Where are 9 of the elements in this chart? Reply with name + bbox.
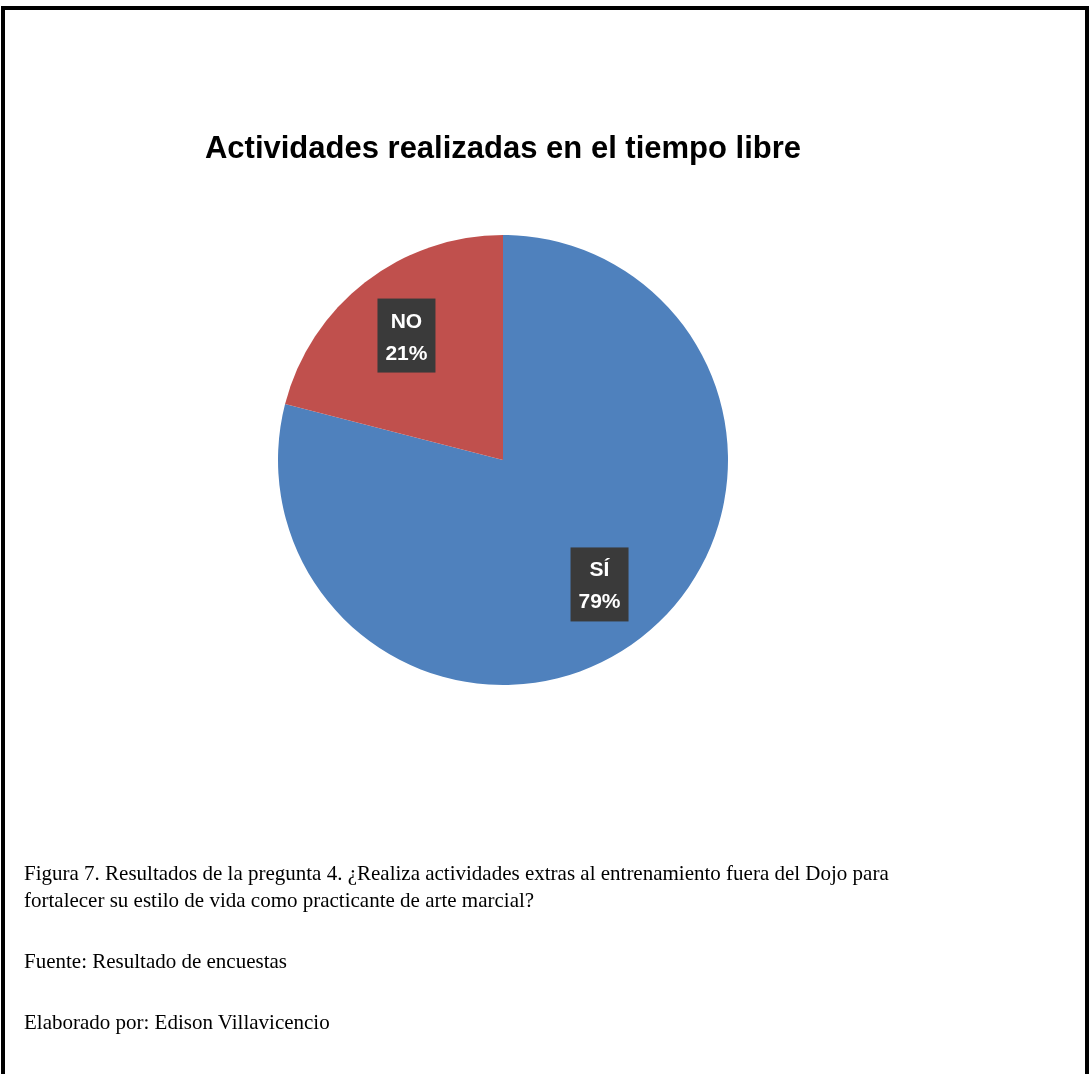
text: Elaborado por: Edison Villavicencio <box>24 1010 330 1034</box>
data-label: 21% <box>385 340 428 364</box>
slice-label: SÍ <box>589 557 611 581</box>
source-note: Fuente: Resultado de encuestas <box>24 949 288 973</box>
data-label: 79% <box>578 589 621 613</box>
pie-slice <box>278 235 728 685</box>
text: Figura 7. Resultados de la pregunta 4. ¿Realiza actividades extras al entrenamiento fuera del Dojo para fortalecer su estilo de vida como practicante de arte marcial? <box>24 861 890 912</box>
slice-label: NO <box>390 308 423 332</box>
chart-title: Actividades realizadas en el tiempo libre <box>204 130 802 165</box>
